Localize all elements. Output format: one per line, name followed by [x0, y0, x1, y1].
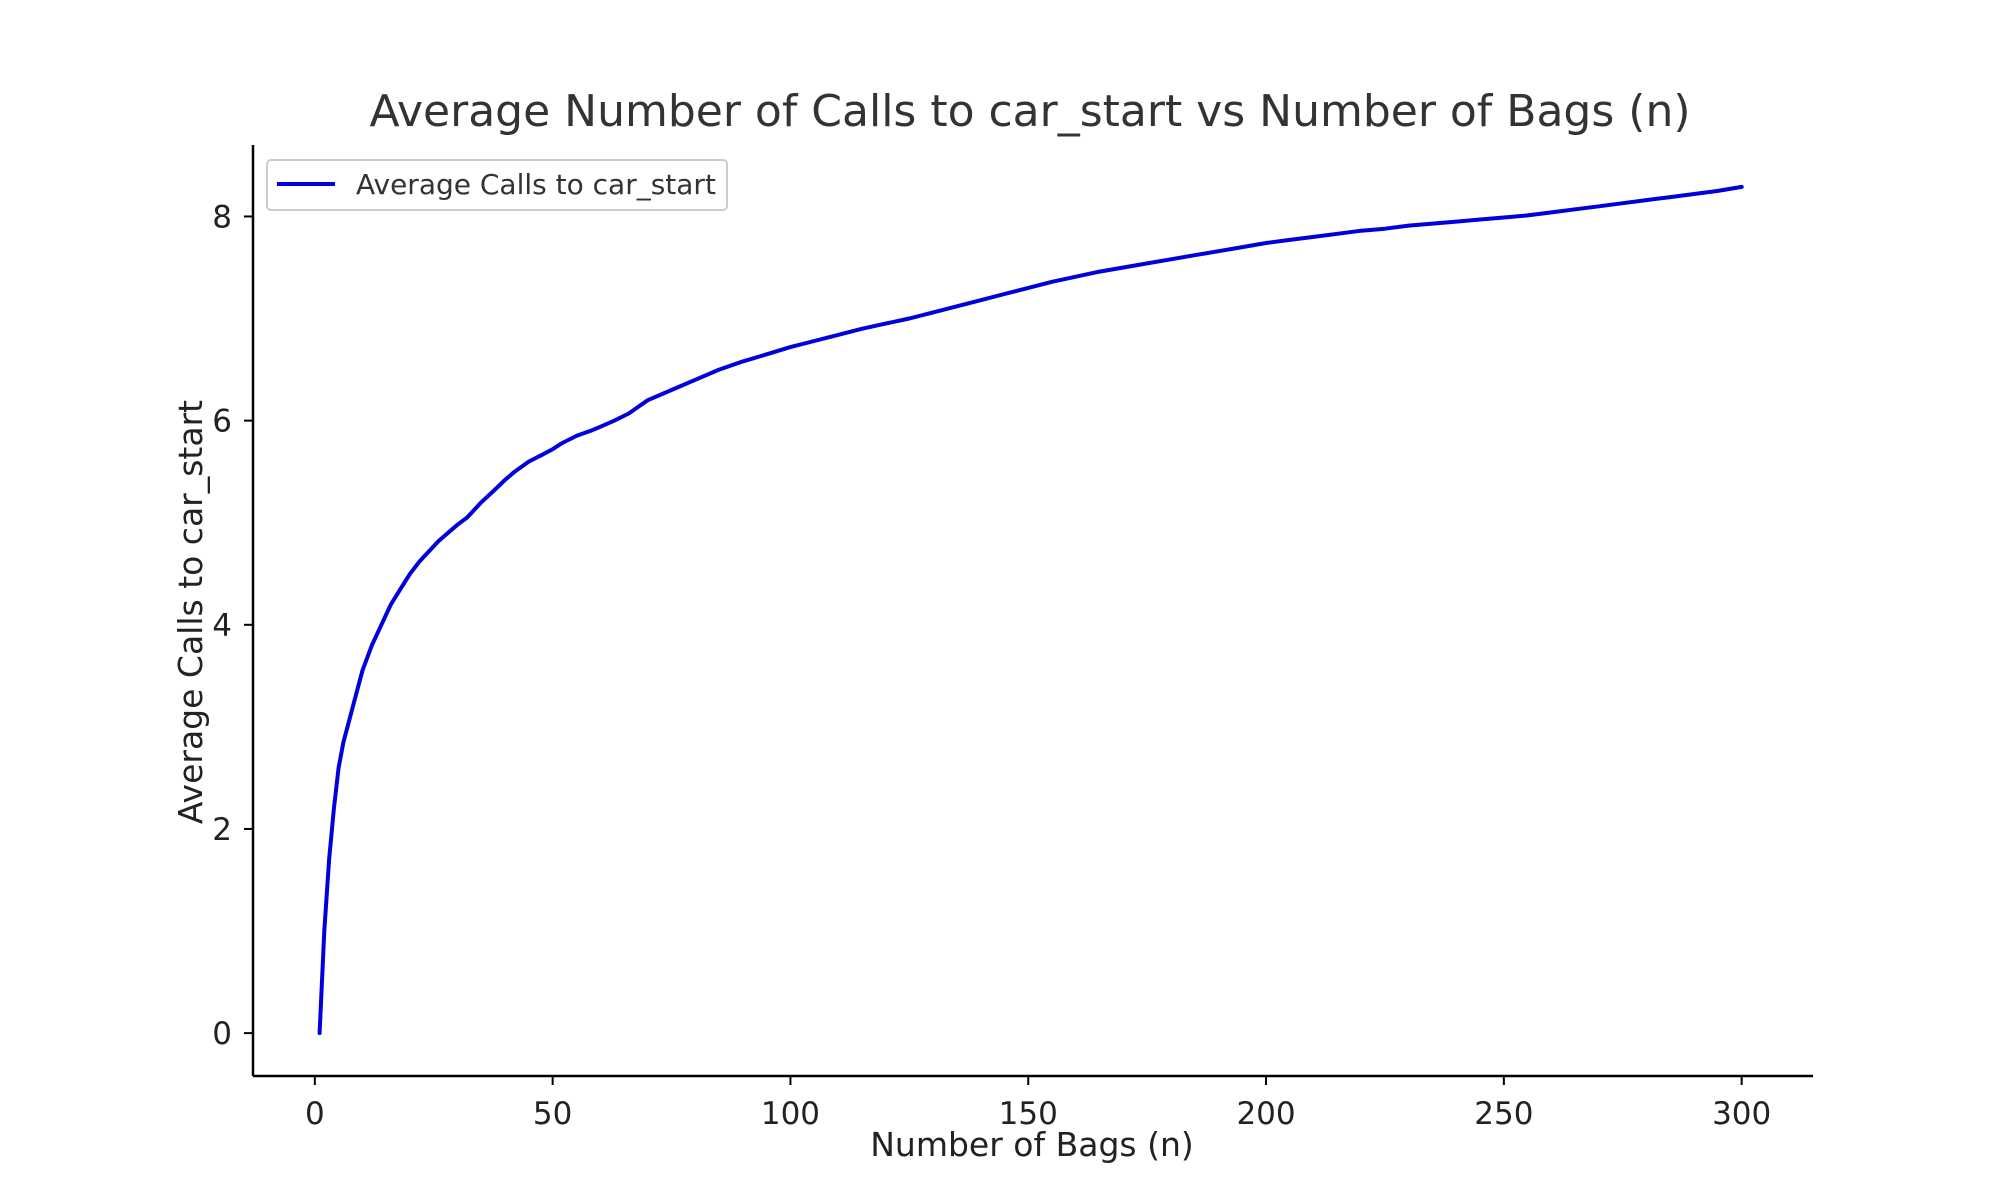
y-tick-label: 6: [212, 404, 232, 440]
ticks: 0 50 100 150 200 250 300 0 2 4 6 8: [212, 199, 1771, 1132]
legend-label: Average Calls to car_start: [356, 168, 716, 201]
series-line: [317, 184, 1744, 1036]
x-tick-label: 150: [999, 1096, 1058, 1132]
axes: [251, 145, 1813, 1078]
x-tick-label: 200: [1236, 1096, 1295, 1132]
y-axis-label: Average Calls to car_start: [171, 400, 210, 824]
x-tick-label: 100: [761, 1096, 820, 1132]
legend-box: [266, 159, 728, 211]
y-tick-label: 8: [212, 199, 232, 235]
x-tick-label: 50: [533, 1096, 572, 1132]
series-layer: [317, 184, 1744, 1036]
chart-title: Average Number of Calls to car_start vs …: [369, 86, 1690, 137]
y-tick-label: 2: [212, 812, 232, 848]
y-tick-label: 4: [212, 608, 232, 644]
legend: Average Calls to car_start: [266, 159, 728, 211]
x-tick-label: 250: [1474, 1096, 1533, 1132]
x-tick-label: 300: [1712, 1096, 1771, 1132]
x-axis-label: Number of Bags (n): [870, 1125, 1194, 1164]
y-tick-label: 0: [212, 1016, 232, 1052]
x-tick-label: 0: [305, 1096, 325, 1132]
